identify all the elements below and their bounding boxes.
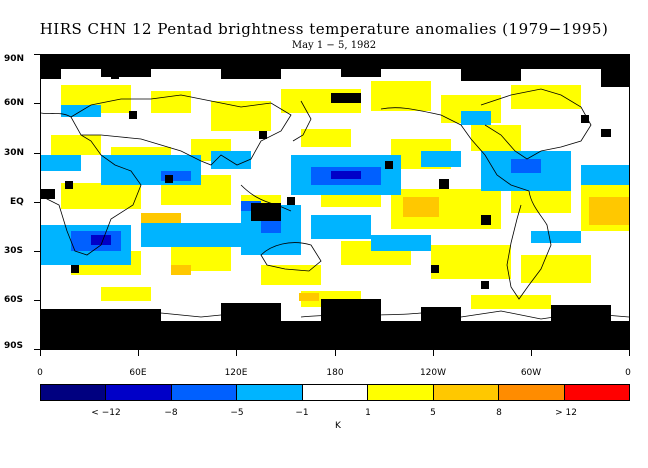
colorbar-segment xyxy=(302,385,369,400)
lon-tick xyxy=(335,350,336,356)
lon-label-120w: 120W xyxy=(419,368,447,378)
lon-label-120e: 120E xyxy=(224,368,248,378)
lat-label-90n: 90N xyxy=(4,54,25,64)
map-subtitle: May 1 − 5, 1982 xyxy=(291,40,377,51)
colorbar-label: < −12 xyxy=(91,408,121,418)
lat-tick xyxy=(34,54,40,55)
colorbar xyxy=(40,384,630,401)
colorbar-label: 5 xyxy=(430,408,436,418)
lat-tick xyxy=(34,251,40,252)
colorbar-label: −8 xyxy=(164,408,178,418)
lat-label-30n: 30N xyxy=(4,148,25,158)
lat-tick xyxy=(34,349,40,350)
lat-tick xyxy=(34,103,40,104)
lat-label-90s: 90S xyxy=(4,341,24,351)
lat-tick xyxy=(34,202,40,203)
lon-tick xyxy=(531,350,532,356)
colorbar-label: > 12 xyxy=(555,408,577,418)
lat-tick xyxy=(34,300,40,301)
colorbar-segment xyxy=(41,385,107,400)
missing-data-regions xyxy=(41,55,629,349)
map-title: HIRS CHN 12 Pentad brightness temperatur… xyxy=(39,20,609,38)
coastlines xyxy=(41,88,629,320)
lon-label-0-end: 0 xyxy=(625,368,631,378)
lat-label-60s: 60S xyxy=(4,295,24,305)
colorbar-segment xyxy=(106,385,172,400)
lon-label-60w: 60W xyxy=(520,368,542,378)
lon-tick xyxy=(40,350,41,356)
lat-label-60n: 60N xyxy=(4,98,25,108)
lon-tick xyxy=(138,350,139,356)
lon-tick xyxy=(629,350,630,356)
lon-tick xyxy=(236,350,237,356)
lon-label-180: 180 xyxy=(326,368,344,378)
colorbar-label: 1 xyxy=(365,408,371,418)
lon-label-60e: 60E xyxy=(129,368,147,378)
colorbar-label: −1 xyxy=(295,408,309,418)
colorbar-segment xyxy=(368,385,434,400)
anomaly-positive-weak xyxy=(51,81,629,309)
colorbar-unit: K xyxy=(335,421,341,431)
anomaly-positive-moderate xyxy=(141,197,629,301)
lon-label-0: 0 xyxy=(37,368,43,378)
colorbar-segment xyxy=(237,385,303,400)
colorbar-segment xyxy=(499,385,565,400)
colorbar-segment xyxy=(171,385,238,400)
lat-label-eq: EQ xyxy=(10,197,24,207)
anomaly-negative-strong xyxy=(91,171,361,245)
lat-label-30s: 30S xyxy=(4,246,24,256)
colorbar-segment xyxy=(433,385,500,400)
anomaly-map xyxy=(40,54,630,350)
lat-tick xyxy=(34,153,40,154)
lon-tick xyxy=(433,350,434,356)
colorbar-label: −5 xyxy=(230,408,244,418)
colorbar-segment xyxy=(564,385,629,400)
colorbar-label: 8 xyxy=(496,408,502,418)
